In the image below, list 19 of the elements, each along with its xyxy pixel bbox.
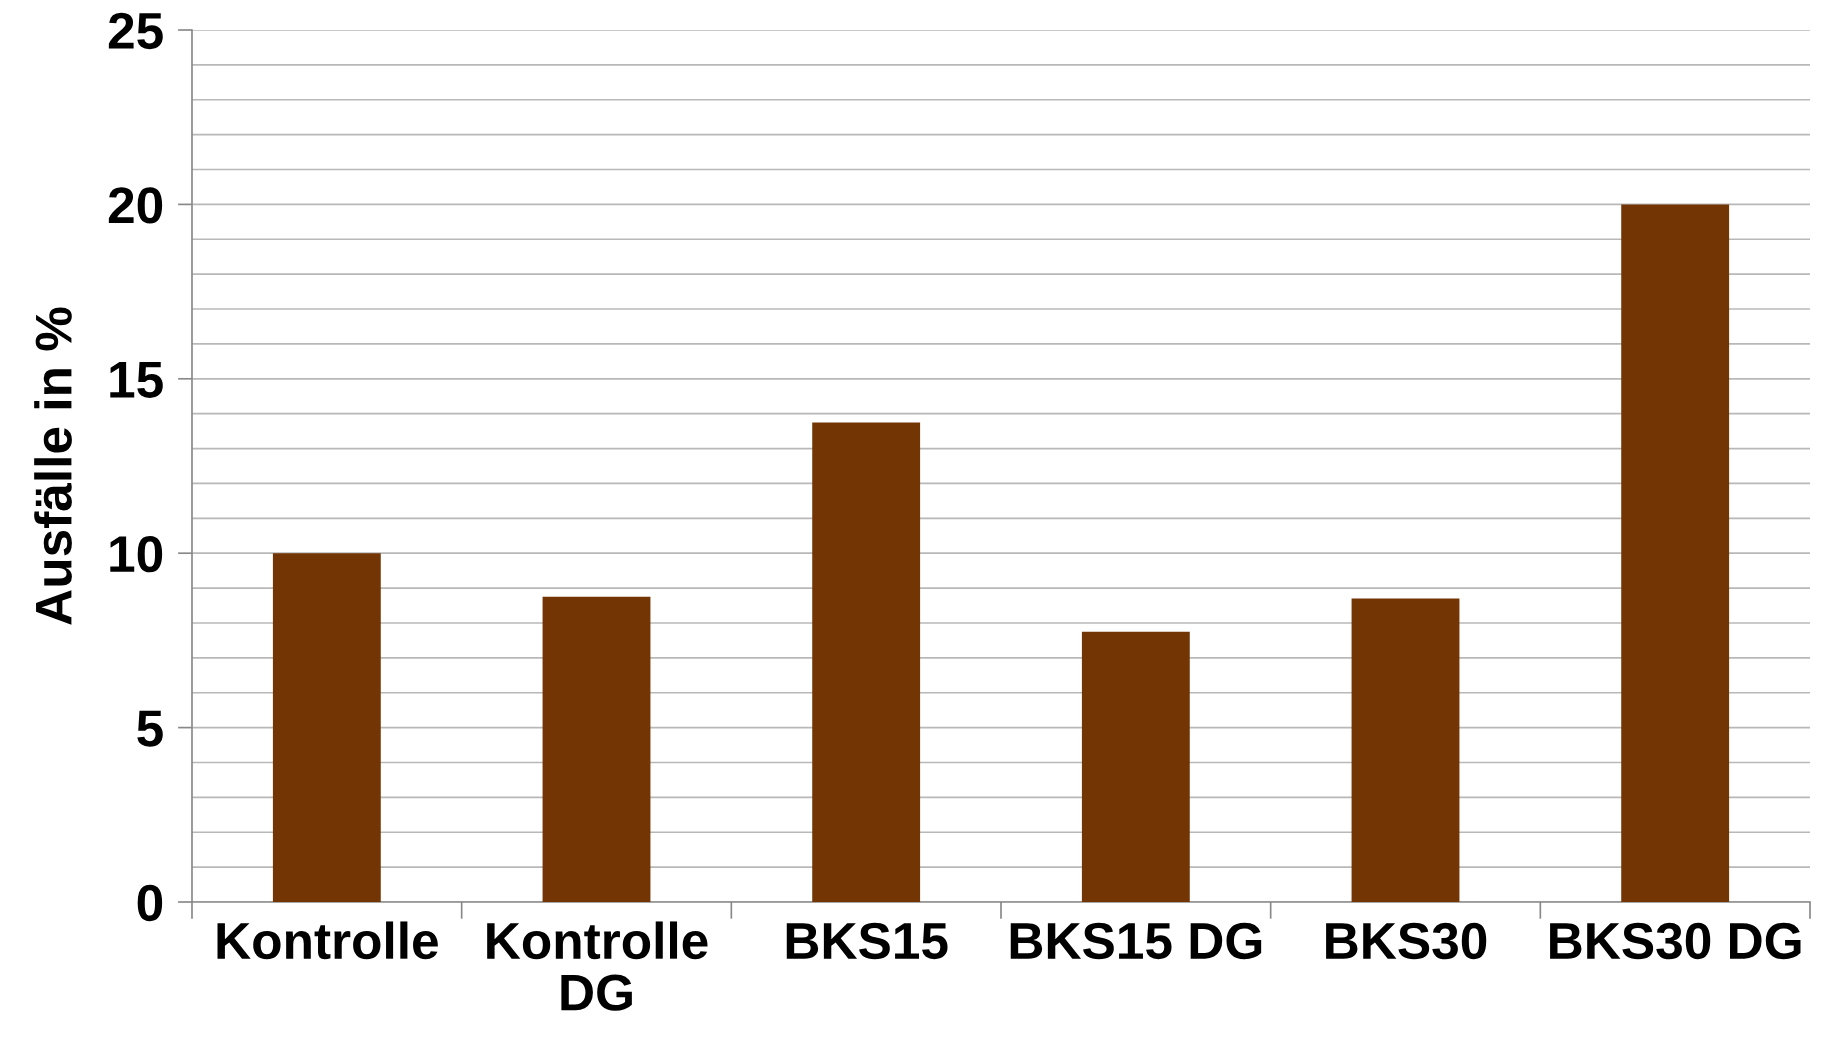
y-tick-label: 0	[137, 884, 163, 922]
y-tick-label: 25	[108, 12, 163, 50]
x-tick-label: BKS15	[786, 922, 948, 960]
x-tick-label: BKS30 DG	[1550, 922, 1801, 960]
y-axis-title: Ausfälle in %	[34, 307, 72, 625]
bar	[272, 553, 381, 902]
bar	[1081, 631, 1190, 902]
y-tick-label: 5	[137, 710, 163, 747]
bar	[1351, 598, 1460, 902]
y-tick-label: 15	[110, 362, 163, 398]
bar	[812, 422, 921, 902]
x-tick-label: BKS30	[1326, 922, 1487, 960]
bar	[542, 596, 651, 902]
x-tick-label: Kontrolle DG	[487, 921, 708, 1011]
bar	[1621, 204, 1730, 902]
y-tick-label: 20	[108, 187, 163, 224]
y-tick-label: 10	[110, 535, 163, 573]
x-tick-label: BKS15 DG	[1010, 922, 1262, 960]
x-tick-label: Kontrolle	[217, 921, 438, 960]
